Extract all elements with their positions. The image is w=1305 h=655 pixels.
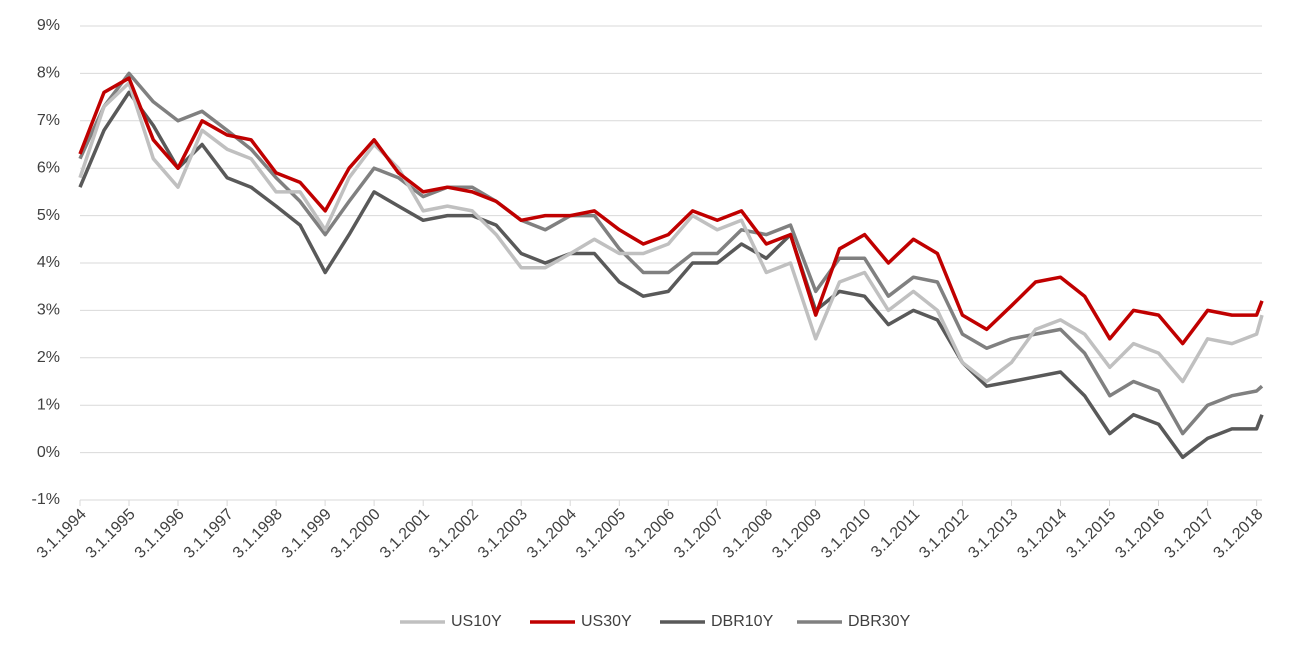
y-tick-label: 6%: [37, 159, 60, 176]
x-tick-label: 3.1.2017: [1161, 506, 1217, 562]
legend-label: US30Y: [581, 613, 632, 630]
x-tick-label: 3.1.2003: [475, 506, 531, 562]
x-tick-label: 3.1.2012: [916, 506, 972, 562]
x-tick-label: 3.1.2000: [328, 506, 384, 562]
legend-label: DBR10Y: [711, 613, 774, 630]
y-tick-label: 9%: [37, 17, 60, 34]
y-tick-label: 0%: [37, 444, 60, 461]
x-tick-label: 3.1.1994: [34, 506, 90, 562]
legend-label: US10Y: [451, 613, 502, 630]
y-tick-label: 4%: [37, 254, 60, 271]
series-line: [78, 71, 1264, 436]
x-tick-label: 3.1.1997: [181, 506, 237, 562]
x-tick-label: 3.1.2011: [868, 506, 923, 561]
x-tick-label: 3.1.2010: [818, 506, 874, 562]
x-tick-label: 3.1.2004: [524, 506, 580, 562]
x-tick-label: 3.1.1999: [279, 506, 335, 562]
series-line: [78, 81, 1264, 384]
y-tick-label: 3%: [37, 302, 60, 319]
x-tick-label: 3.1.2006: [622, 506, 678, 562]
x-tick-label: 3.1.1998: [230, 506, 286, 562]
x-tick-label: 3.1.2005: [573, 506, 629, 562]
x-tick-label: 3.1.2016: [1112, 506, 1168, 562]
x-tick-label: 3.1.2001: [377, 506, 433, 562]
x-tick-label: 3.1.2015: [1063, 506, 1119, 562]
x-tick-label: 3.1.2002: [426, 506, 482, 562]
x-tick-label: 3.1.2013: [965, 506, 1021, 562]
y-tick-label: 7%: [37, 112, 60, 129]
x-tick-label: 3.1.1996: [132, 506, 188, 562]
y-tick-label: 8%: [37, 65, 60, 82]
y-tick-label: -1%: [32, 491, 60, 508]
x-tick-label: 3.1.2014: [1014, 506, 1070, 562]
x-tick-label: 3.1.2009: [769, 506, 825, 562]
y-tick-label: 5%: [37, 207, 60, 224]
x-tick-label: 3.1.2018: [1210, 506, 1266, 562]
y-tick-label: 2%: [37, 349, 60, 366]
series-line: [78, 76, 1264, 346]
y-tick-label: 1%: [37, 396, 60, 413]
x-tick-label: 3.1.2007: [671, 506, 727, 562]
x-tick-label: 3.1.2008: [720, 506, 776, 562]
x-tick-label: 3.1.1995: [83, 506, 139, 562]
legend-label: DBR30Y: [848, 613, 911, 630]
series-line: [78, 90, 1264, 460]
